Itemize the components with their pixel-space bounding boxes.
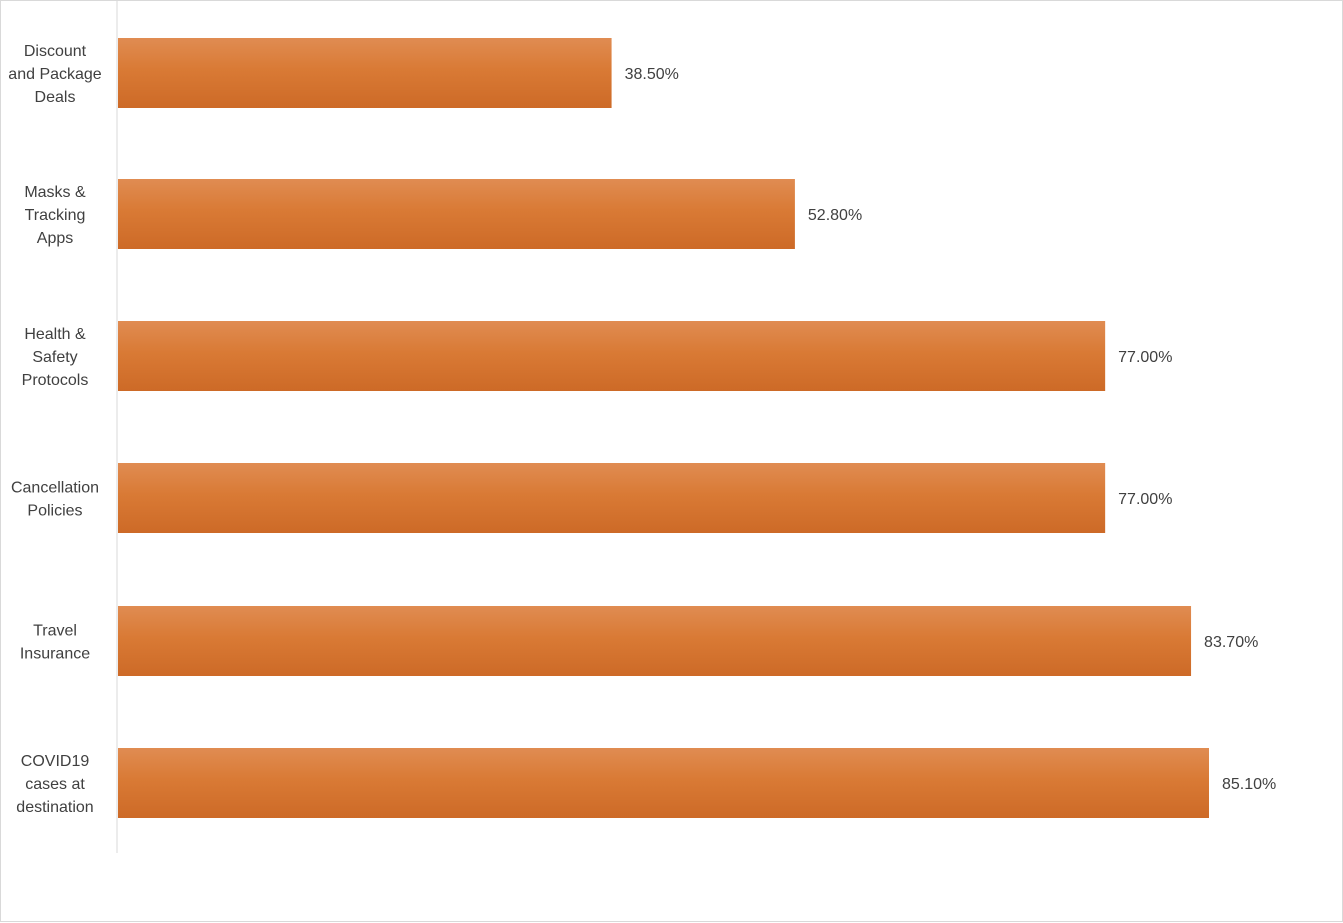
bar-3 xyxy=(118,463,1106,533)
bar-4 xyxy=(118,606,1192,676)
value-label-1: 52.80% xyxy=(808,207,862,224)
bar-0 xyxy=(118,38,612,108)
category-label-1: Masks & Tracking Apps xyxy=(24,184,86,247)
category-label-2: Health & Safety Protocols xyxy=(22,326,89,389)
category-label-0: Discount and Package Deals xyxy=(8,43,102,106)
bar-2 xyxy=(118,321,1106,391)
value-label-5: 85.10% xyxy=(1222,776,1276,793)
bar-1 xyxy=(118,179,795,249)
value-label-4: 83.70% xyxy=(1204,634,1258,651)
value-label-0: 38.50% xyxy=(625,66,679,83)
value-label-2: 77.00% xyxy=(1118,349,1172,366)
category-label-5: COVID19 cases at destination xyxy=(16,753,93,816)
category-label-4: Travel Insurance xyxy=(20,623,90,663)
category-label-3: Cancellation Policies xyxy=(11,480,99,520)
bar-5 xyxy=(118,748,1209,818)
value-label-3: 77.00% xyxy=(1118,491,1172,508)
